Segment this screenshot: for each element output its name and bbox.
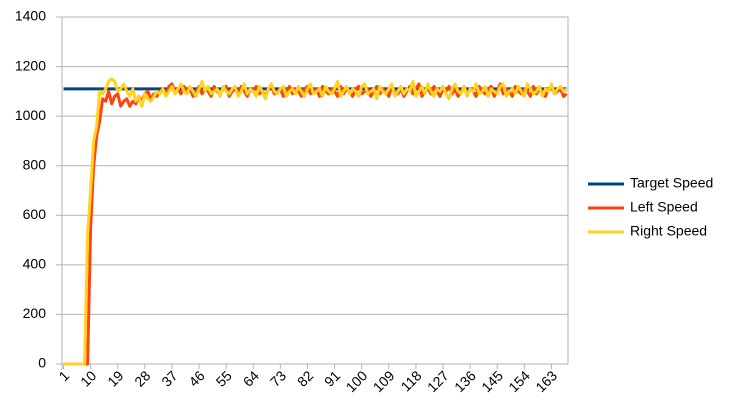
- legend-label: Left Speed: [630, 199, 698, 215]
- y-tick-label: 1400: [15, 8, 46, 24]
- y-tick-label: 600: [23, 206, 47, 222]
- y-tick-label: 1200: [15, 57, 46, 73]
- y-tick-label: 400: [23, 256, 47, 272]
- y-tick-label: 800: [23, 156, 47, 172]
- y-tick-label: 0: [38, 355, 46, 371]
- legend-label: Right Speed: [630, 223, 707, 239]
- y-tick-label: 200: [23, 305, 47, 321]
- legend-label: Target Speed: [630, 175, 713, 191]
- series-line: [63, 77, 568, 366]
- y-tick-label: 1000: [15, 107, 46, 123]
